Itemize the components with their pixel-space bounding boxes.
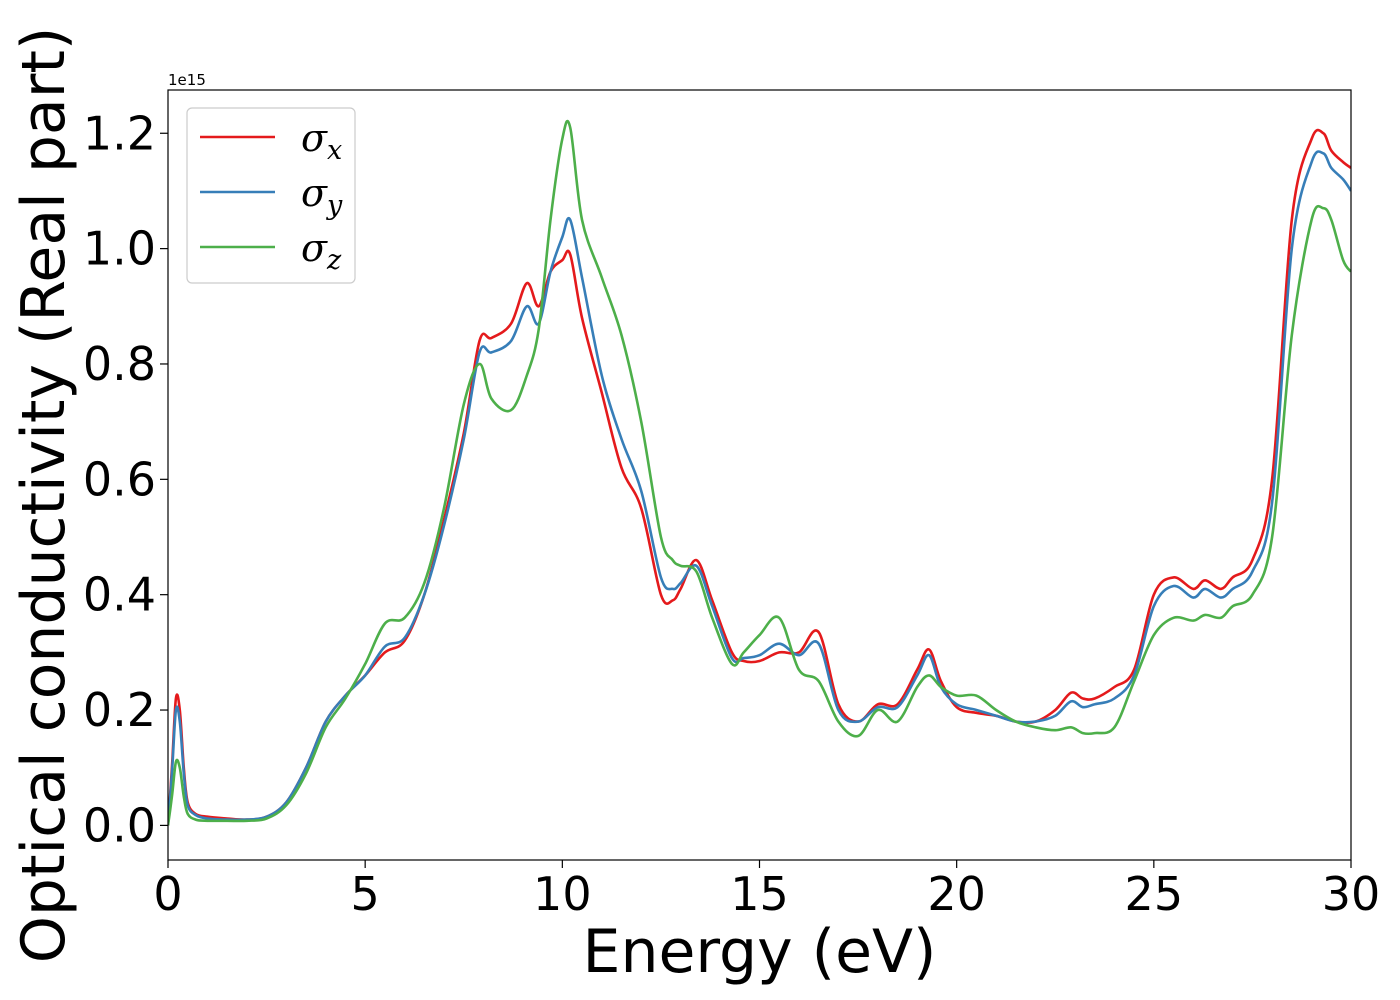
- y-tick-label: 1.2: [83, 106, 156, 160]
- x-axis: 0 5 10 15 20 25 30: [153, 860, 1380, 921]
- y-tick-label: 0.0: [83, 798, 156, 852]
- x-tick-label: 25: [1125, 867, 1184, 921]
- y-tick-label: 0.4: [83, 568, 156, 622]
- y-tick-label: 1.0: [83, 222, 156, 276]
- legend-box: [186, 107, 356, 284]
- x-tick-label: 15: [730, 867, 789, 921]
- y-axis: 0.0 0.2 0.4 0.6 0.8 1.0 1.2: [83, 106, 168, 852]
- series-line-sigma-z: [168, 119, 1351, 826]
- y-axis-label: Optical conductivity (Real part): [9, 27, 79, 964]
- x-tick-label: 20: [927, 867, 986, 921]
- x-axis-label: Energy (eV): [583, 917, 937, 987]
- series-lines: [168, 119, 1351, 826]
- y-tick-label: 0.6: [83, 452, 156, 506]
- y-tick-label: 0.8: [83, 337, 156, 391]
- y-tick-label: 0.2: [83, 683, 156, 737]
- x-tick-label: 0: [153, 867, 182, 921]
- axis-offset-label: 1e15: [168, 71, 206, 89]
- x-tick-label: 10: [533, 867, 592, 921]
- x-tick-label: 30: [1322, 867, 1381, 921]
- series-line-sigma-y: [168, 150, 1351, 826]
- x-tick-label: 5: [351, 867, 380, 921]
